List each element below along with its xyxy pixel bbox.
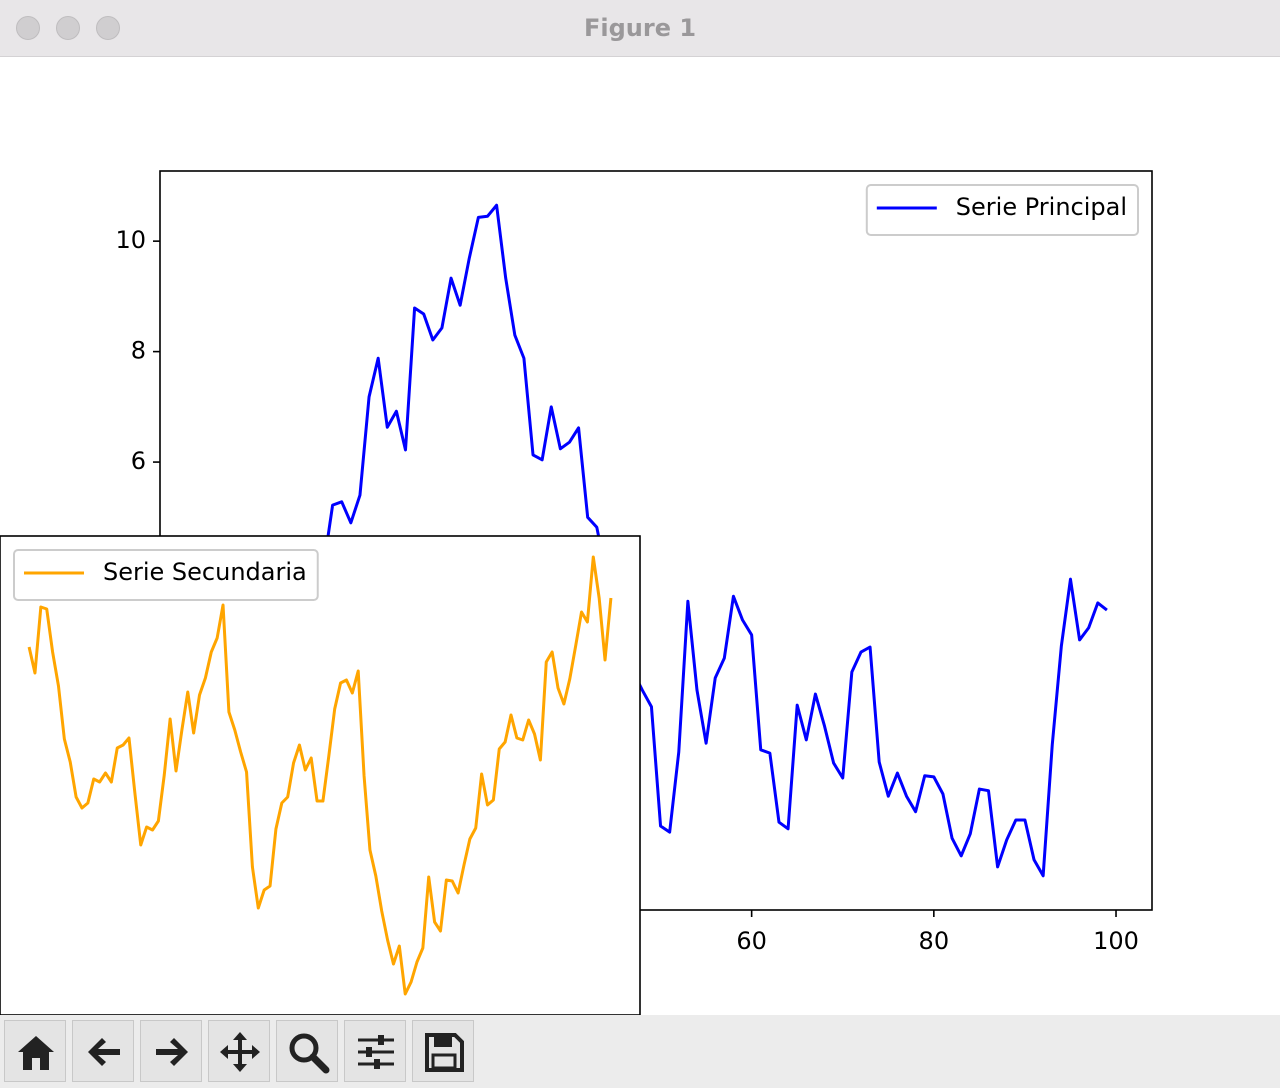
x-tick-label: 60 (736, 927, 767, 955)
forward-button[interactable] (140, 1020, 202, 1082)
zoom-tool-button[interactable] (276, 1020, 338, 1082)
axes-frame (0, 535, 641, 1015)
save-button[interactable] (412, 1020, 474, 1082)
x-tick-label: 100 (1093, 927, 1139, 955)
pan-button[interactable] (208, 1020, 270, 1082)
y-tick-label: 6 (131, 447, 146, 475)
home-button[interactable] (4, 1020, 66, 1082)
y-tick-label: 10 (115, 226, 146, 254)
legend-label: Serie Secundaria (103, 558, 307, 586)
axes-background (0, 536, 640, 1015)
configure-button[interactable] (344, 1020, 406, 1082)
legend-box (865, 184, 1139, 236)
x-tick-label: 80 (919, 927, 950, 955)
figure: -20246810020406080100Serie PrincipalSeri… (0, 57, 1280, 1015)
back-button[interactable] (72, 1020, 134, 1082)
zoom-button[interactable] (96, 16, 120, 40)
y-tick-label: 8 (131, 337, 146, 365)
series-line (27, 555, 613, 996)
close-button[interactable] (16, 16, 40, 40)
legend-box (13, 549, 319, 601)
window-title: Figure 1 (583, 14, 697, 42)
title-bar: Figure 1 (0, 0, 1280, 57)
series-line (203, 203, 1108, 878)
toolbar (0, 1015, 1280, 1088)
minimize-button[interactable] (56, 16, 80, 40)
legend-label: Serie Principal (956, 193, 1127, 221)
